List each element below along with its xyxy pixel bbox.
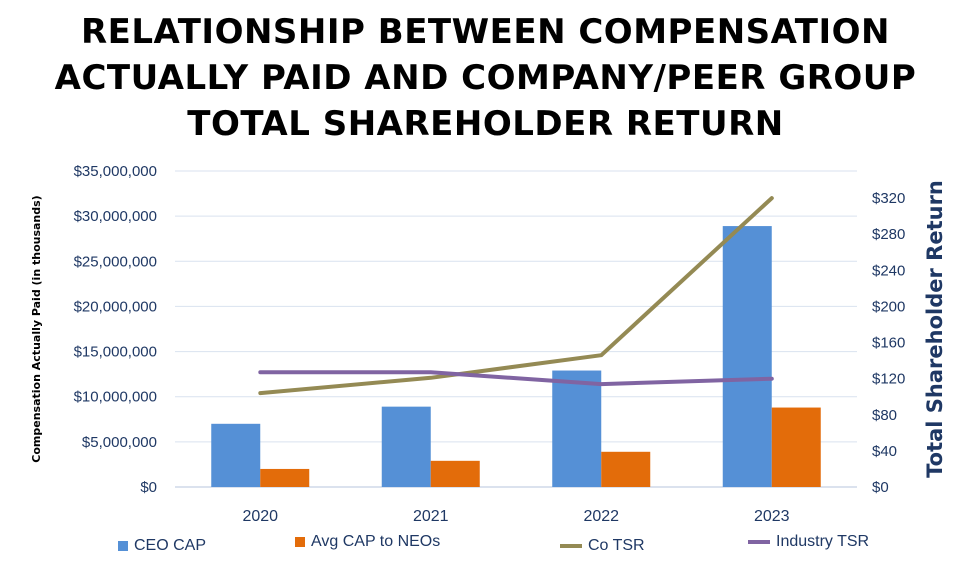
line-co-tsr xyxy=(258,196,774,396)
chart-title-line-3: TOTAL SHAREHOLDER RETURN xyxy=(187,104,784,144)
right-tick-label: $200 xyxy=(872,298,905,315)
right-tick-label: $40 xyxy=(872,443,897,460)
legend-avg-cap-swatch xyxy=(295,536,305,547)
left-tick-label: $20,000,000 xyxy=(74,298,157,315)
legend-ceo-cap-label: CEO CAP xyxy=(134,537,207,554)
right-tick-label: $160 xyxy=(872,335,905,352)
bar-avg-cap xyxy=(771,407,821,487)
right-tick-label: $0 xyxy=(872,479,889,496)
x-tick-label: 2021 xyxy=(413,508,449,525)
legend-co-tsr: Co TSR xyxy=(560,536,645,556)
legend-industry-tsr: Industry TSR xyxy=(748,532,869,552)
left-tick-label: $35,000,000 xyxy=(74,163,157,180)
legend-avg-cap: Avg CAP to NEOs xyxy=(295,532,440,552)
legend-ceo-cap-swatch xyxy=(118,540,128,551)
legend-avg-cap-label: Avg CAP to NEOs xyxy=(311,533,441,550)
bar-ceo-cap xyxy=(211,423,261,487)
right-tick-label: $240 xyxy=(872,262,905,279)
right-tick-label: $80 xyxy=(872,407,897,424)
left-tick-label: $10,000,000 xyxy=(74,389,157,406)
bar-ceo-cap xyxy=(381,406,431,487)
right-tick-label: $280 xyxy=(872,226,905,243)
legend-co-tsr-swatch xyxy=(560,543,582,548)
bar-avg-cap xyxy=(601,451,651,487)
right-tick-label: $120 xyxy=(872,371,905,388)
bar-avg-cap xyxy=(430,460,480,487)
left-tick-label: $5,000,000 xyxy=(82,434,157,451)
chart-title-line-1: RELATIONSHIP BETWEEN COMPENSATION xyxy=(80,12,891,52)
legend-industry-tsr-swatch xyxy=(748,539,770,544)
legend-ceo-cap: CEO CAP xyxy=(118,536,206,556)
left-tick-label: $0 xyxy=(140,479,157,496)
left-tick-label: $25,000,000 xyxy=(74,253,157,270)
bar-ceo-cap xyxy=(552,370,602,487)
right-tick-label: $320 xyxy=(872,190,905,207)
line-industry-tsr xyxy=(258,370,774,387)
legend-co-tsr-label: Co TSR xyxy=(588,537,645,554)
x-tick-label: 2022 xyxy=(583,508,619,525)
left-tick-label: $30,000,000 xyxy=(74,208,157,225)
left-tick-label: $15,000,000 xyxy=(74,344,157,361)
x-tick-label: 2020 xyxy=(242,508,278,525)
legend-industry-tsr-label: Industry TSR xyxy=(776,533,870,550)
left-axis-title: Compensation Actually Paid (in thousands… xyxy=(30,195,43,462)
right-axis-title: Total Shareholder Return xyxy=(923,180,947,478)
bar-ceo-cap xyxy=(722,226,772,487)
chart-title-line-2: ACTUALLY PAID AND COMPANY/PEER GROUP xyxy=(54,58,917,98)
x-tick-label: 2023 xyxy=(754,508,790,525)
bar-avg-cap xyxy=(260,468,310,487)
